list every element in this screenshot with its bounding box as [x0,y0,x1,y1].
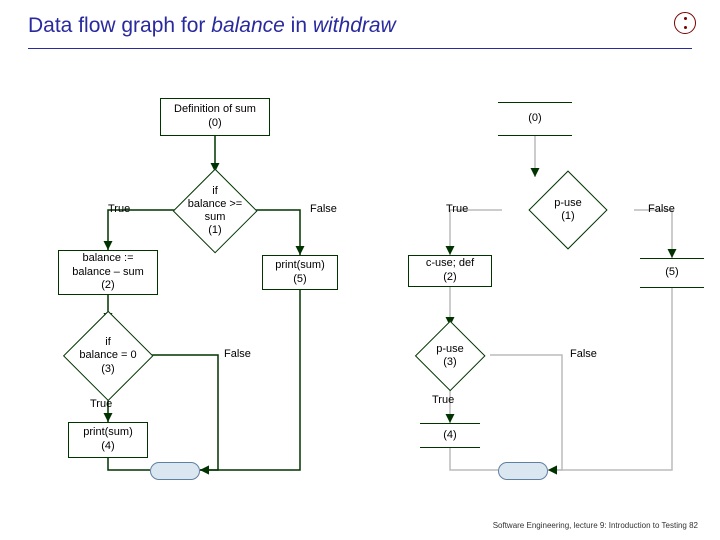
left-node-4: print(sum)(4) [68,422,148,458]
left-false-3: False [224,348,251,360]
left-false-1: False [310,203,337,215]
right-decision-3: p-use(3) [414,320,486,392]
left-node-2: balance :=balance – sum(2) [58,250,158,295]
right-node-2: c-use; def(2) [408,255,492,287]
left-node-0: Definition of sum(0) [160,98,270,136]
right-decision-1: p-use(1) [528,170,608,250]
title-em1: balance [211,14,285,37]
left-decision-1: ifbalance >=sum(1) [172,168,258,254]
footer-text: Software Engineering, lecture 9: Introdu… [493,521,698,530]
left-true-1: True [108,203,130,215]
title-rule [28,48,692,49]
right-true-3: True [432,394,454,406]
right-true-1: True [446,203,468,215]
left-end-pill [150,462,200,480]
left-node-5: print(sum)(5) [262,255,338,290]
right-false-3: False [570,348,597,360]
title-em2: withdraw [313,14,396,37]
right-node-5: (5) [640,258,704,288]
corner-logo-icon [674,12,696,34]
right-end-pill [498,462,548,480]
right-false-1: False [648,203,675,215]
page-title: Data flow graph for balance in withdraw [28,14,396,38]
left-true-3: True [90,398,112,410]
left-decision-3: ifbalance = 0(3) [62,310,154,402]
title-prefix: Data flow graph for [28,14,211,37]
right-node-0: (0) [498,102,572,136]
right-node-4: (4) [420,423,480,448]
title-mid: in [285,14,313,37]
